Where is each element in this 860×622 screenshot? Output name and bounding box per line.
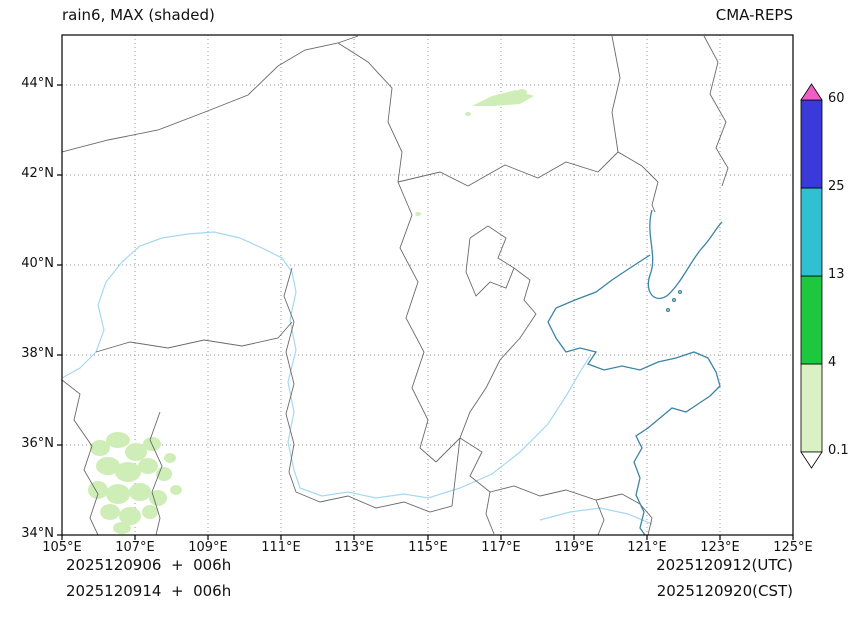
model-name: CMA-REPS xyxy=(715,6,793,24)
x-tick: 121°E xyxy=(627,540,667,555)
x-tick: 125°E xyxy=(773,540,813,555)
colorbar-seg-13-25 xyxy=(800,187,823,277)
yellow-river xyxy=(62,231,591,499)
y-tick: 38°N xyxy=(21,346,54,361)
province-borders xyxy=(62,35,729,535)
colorbar-seg-4-13 xyxy=(800,275,823,365)
x-tick: 107°E xyxy=(115,540,155,555)
coastline xyxy=(547,209,723,535)
y-tick: 44°N xyxy=(21,76,54,91)
plot-frame xyxy=(57,34,794,540)
x-tick: 117°E xyxy=(481,540,521,555)
colorbar-label: 25 xyxy=(828,179,845,194)
bohai-shandong-coast xyxy=(547,254,721,535)
x-tick: 123°E xyxy=(700,540,740,555)
colorbar-seg-25-60 xyxy=(800,99,823,189)
liaodong-coast xyxy=(647,209,723,300)
plot-title: rain6, MAX (shaded) xyxy=(62,6,215,24)
colorbar-over-arrow xyxy=(800,83,823,101)
rivers xyxy=(62,231,653,525)
footer-init-cst: 2025120914 + 006h xyxy=(66,582,232,600)
colorbar-seg-0.1-4 xyxy=(800,363,823,453)
y-tick: 40°N xyxy=(21,256,54,271)
colorbar xyxy=(800,83,823,469)
x-tick: 115°E xyxy=(408,540,448,555)
rain-shading xyxy=(88,89,534,534)
y-tick: 34°N xyxy=(21,526,54,541)
footer-valid-cst: 2025120920(CST) xyxy=(656,582,793,600)
river-south xyxy=(539,507,653,525)
x-tick: 111°E xyxy=(261,540,301,555)
colorbar-label: 0.1 xyxy=(828,443,849,458)
colorbar-label: 13 xyxy=(828,267,845,282)
y-tick: 36°N xyxy=(21,436,54,451)
x-tick: 119°E xyxy=(554,540,594,555)
colorbar-under-arrow xyxy=(800,451,823,469)
y-tick: 42°N xyxy=(21,166,54,181)
footer-valid-utc: 2025120912(UTC) xyxy=(656,556,793,574)
colorbar-label: 4 xyxy=(828,355,837,370)
x-tick: 105°E xyxy=(42,540,82,555)
colorbar-label: 60 xyxy=(828,91,845,106)
x-tick: 109°E xyxy=(188,540,228,555)
footer-init-utc: 2025120906 + 006h xyxy=(66,556,232,574)
x-tick: 113°E xyxy=(334,540,374,555)
